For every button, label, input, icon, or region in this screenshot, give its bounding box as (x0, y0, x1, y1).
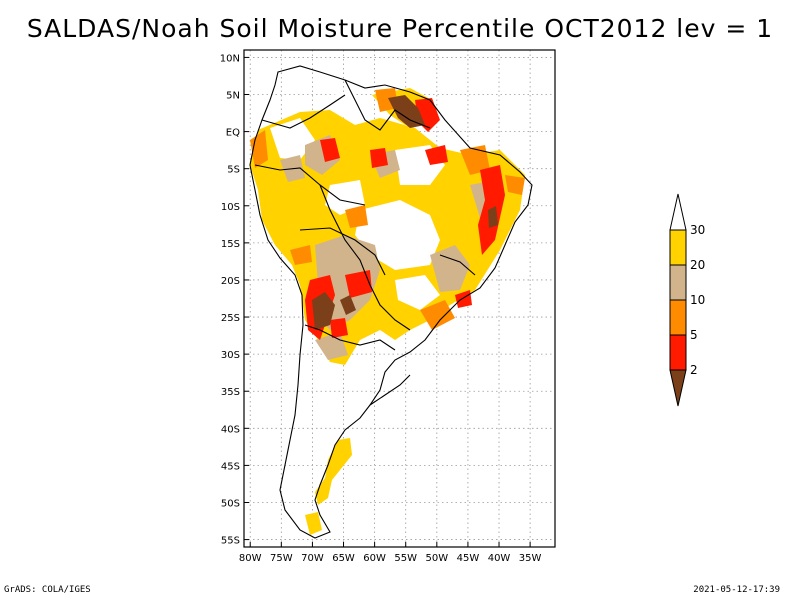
colorbar-segment (669, 299, 687, 336)
soil-moisture-shading (250, 88, 525, 535)
lon-tick-label: 75W (270, 553, 293, 564)
lon-tick-label: 60W (363, 553, 386, 564)
lon-tick-label: 80W (239, 553, 262, 564)
lon-tick-label: 55W (394, 553, 417, 564)
colorbar-upper-triangle (669, 193, 687, 231)
colorbar-segment (669, 334, 687, 371)
footer-credit: GrADS: COLA/IGES (4, 585, 91, 595)
footer-timestamp: 2021-05-12-17:39 (693, 585, 780, 595)
lat-tick-label: 20S (221, 276, 240, 287)
lat-tick-label: 45S (221, 461, 240, 472)
lon-tick-label: 65W (332, 553, 355, 564)
colorbar-label: 10 (690, 293, 705, 307)
colorbar-label: 2 (690, 363, 698, 377)
lat-tick-label: 15S (221, 239, 240, 250)
lat-tick-label: 10S (221, 202, 240, 213)
lat-tick-label: 5S (227, 165, 240, 176)
colorbar-label: 30 (690, 223, 705, 237)
coastline (249, 65, 533, 539)
plot-frame (243, 49, 556, 548)
lon-tick-label: 40W (488, 553, 511, 564)
colorbar-label: 5 (690, 328, 698, 342)
colorbar-label: 20 (690, 258, 705, 272)
axes: 10N 5N EQ 5S 10S 15S 20S 25S 30S 35S 40S 45S 50S 55S 8… (220, 53, 542, 564)
lat-tick-label: 25S (221, 313, 240, 324)
lat-tick-label: 10N (220, 53, 240, 64)
colorbar-segment (669, 264, 687, 301)
lat-tick-label: EQ (226, 128, 240, 139)
lat-tick-label: 40S (221, 424, 240, 435)
lat-tick-label: 30S (221, 350, 240, 361)
lat-tick-label: 5N (226, 91, 240, 102)
colorbar: 2 5 10 20 30 (669, 193, 705, 407)
colorbar-lower-triangle (669, 369, 687, 407)
lat-tick-label: 50S (221, 498, 240, 509)
map-title: SALDAS/Noah Soil Moisture Percentile OCT… (26, 14, 774, 43)
lon-tick-label: 45W (457, 553, 480, 564)
lon-tick-label: 70W (301, 553, 324, 564)
lon-tick-label: 35W (519, 553, 542, 564)
colorbar-segment (669, 229, 687, 266)
lat-tick-label: 55S (221, 536, 240, 547)
lon-tick-label: 50W (426, 553, 449, 564)
lat-tick-label: 35S (221, 387, 240, 398)
